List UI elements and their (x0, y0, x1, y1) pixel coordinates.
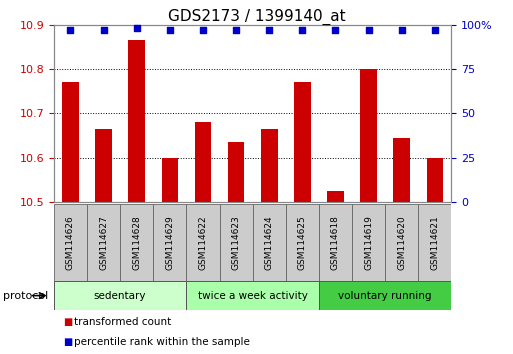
Text: GDS2173 / 1399140_at: GDS2173 / 1399140_at (168, 9, 345, 25)
Bar (427, 158, 443, 202)
Bar (62, 82, 78, 202)
Bar (153, 204, 186, 281)
Text: protocol: protocol (3, 291, 48, 301)
Bar (393, 138, 410, 202)
Bar (95, 129, 112, 202)
Bar (186, 204, 220, 281)
Point (431, 27, 439, 33)
Bar (194, 122, 211, 202)
Text: GSM114621: GSM114621 (430, 215, 439, 270)
Text: transformed count: transformed count (74, 317, 172, 327)
Text: GSM114623: GSM114623 (231, 215, 241, 270)
Point (298, 27, 306, 33)
Bar (360, 69, 377, 202)
Text: ■: ■ (64, 317, 76, 327)
Point (66, 27, 74, 33)
Bar (252, 204, 286, 281)
Point (132, 25, 141, 31)
Text: GSM114629: GSM114629 (165, 215, 174, 270)
Bar (228, 142, 244, 202)
Point (365, 27, 373, 33)
Bar (54, 204, 87, 281)
Point (398, 27, 406, 33)
Bar (418, 204, 451, 281)
Point (331, 27, 340, 33)
Point (265, 27, 273, 33)
Text: GSM114627: GSM114627 (99, 215, 108, 270)
Text: GSM114622: GSM114622 (199, 215, 207, 270)
Text: ■: ■ (64, 337, 76, 347)
Bar (286, 204, 319, 281)
Bar (87, 204, 120, 281)
Bar (120, 204, 153, 281)
Text: voluntary running: voluntary running (339, 291, 432, 301)
Text: GSM114626: GSM114626 (66, 215, 75, 270)
Text: GSM114624: GSM114624 (265, 215, 274, 270)
Point (199, 27, 207, 33)
Text: GSM114618: GSM114618 (331, 215, 340, 270)
Bar (128, 40, 145, 202)
Text: percentile rank within the sample: percentile rank within the sample (74, 337, 250, 347)
Bar (220, 204, 252, 281)
Point (232, 27, 240, 33)
Bar (319, 281, 451, 310)
Point (100, 27, 108, 33)
Text: GSM114620: GSM114620 (397, 215, 406, 270)
Text: GSM114619: GSM114619 (364, 215, 373, 270)
Text: sedentary: sedentary (94, 291, 146, 301)
Bar (261, 129, 278, 202)
Bar (162, 158, 178, 202)
Text: twice a week activity: twice a week activity (198, 291, 308, 301)
Point (166, 27, 174, 33)
Bar (319, 204, 352, 281)
Bar (54, 281, 186, 310)
Text: GSM114628: GSM114628 (132, 215, 141, 270)
Bar (327, 191, 344, 202)
Bar (294, 82, 311, 202)
Bar (352, 204, 385, 281)
Text: GSM114625: GSM114625 (298, 215, 307, 270)
Bar (186, 281, 319, 310)
Bar (385, 204, 418, 281)
